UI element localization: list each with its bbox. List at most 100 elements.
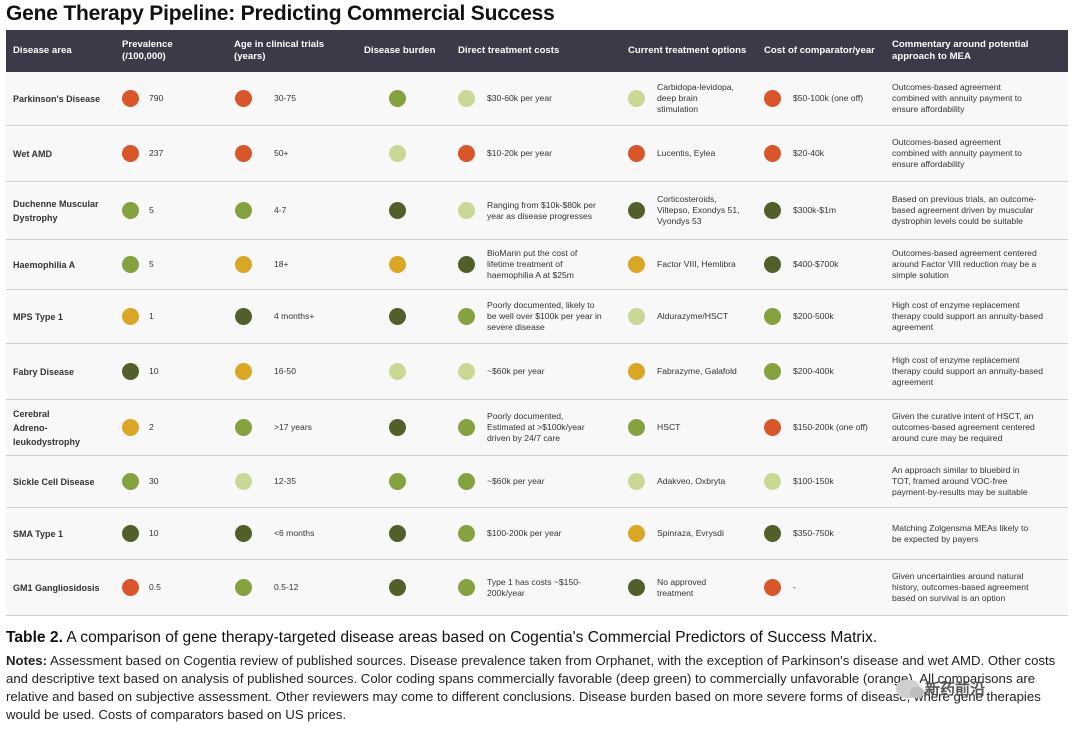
rating-dot-yellow <box>122 419 139 436</box>
rating-dot-dark <box>388 202 406 219</box>
cell-options: HSCT <box>621 400 757 455</box>
cell-comparator: $300k-$1m <box>757 182 885 239</box>
rating-dot-orange <box>458 145 475 162</box>
rating-dot-mid <box>764 308 781 325</box>
prevalence-value: 10 <box>149 366 159 376</box>
cell-comparator: $200-500k <box>757 290 885 343</box>
disease-area-label: Duchenne Muscular Dystrophy <box>13 198 99 223</box>
rating-dot-dark <box>628 579 645 596</box>
age-value: 0.5-12 <box>274 582 299 592</box>
column-header-commentary: Commentary around potential approach to … <box>892 39 1029 62</box>
cell-area: Sickle Cell Disease <box>6 456 115 507</box>
disease-area-label: MPS Type 1 <box>13 311 63 322</box>
commentary-text: Outcomes-based agreement combined with a… <box>892 137 1022 169</box>
cell-direct: Type 1 has costs ~$150- 200k/year <box>451 560 621 615</box>
wechat-icon <box>896 679 924 698</box>
cell-age: 4-7 <box>227 182 357 239</box>
rating-dot-yellow <box>122 308 139 325</box>
cell-direct: $30-60k per year <box>451 72 621 125</box>
cell-comparator: $150-200k (one off) <box>757 400 885 455</box>
rating-dot-mid <box>458 473 475 490</box>
table-row: Wet AMD 237 50+ $10-20k per year Lucentis, E… <box>6 126 1068 182</box>
commentary-text: Based on previous trials, an outcome- ba… <box>892 194 1037 226</box>
rating-dot-mid <box>388 90 406 107</box>
rating-dot-mid <box>458 525 475 542</box>
rating-dot-mid <box>122 473 139 490</box>
rating-dot-light <box>628 473 645 490</box>
commentary-text: Given the curative intent of HSCT, an ou… <box>892 411 1035 443</box>
notes-text: Assessment based on Cogentia review of p… <box>6 653 1056 722</box>
commentary-text: Given uncertainties around natural histo… <box>892 571 1029 603</box>
rating-dot-light <box>628 308 645 325</box>
table-row: Parkinson's Disease 790 30-75 $30-60k per y… <box>6 72 1068 126</box>
rating-dot-dark <box>458 256 475 273</box>
direct-value: Poorly documented, Estimated at >$100k/y… <box>487 411 585 443</box>
cell-age: 50+ <box>227 126 357 181</box>
rating-dot-orange <box>764 90 781 107</box>
comparator-value: $150-200k (one off) <box>793 422 868 432</box>
age-value: 30-75 <box>274 93 296 103</box>
cell-area: Parkinson's Disease <box>6 72 115 125</box>
commentary-text: An approach similar to bluebird in TOT, … <box>892 465 1028 497</box>
cell-age: 16-50 <box>227 344 357 399</box>
column-header-age: Age in clinical trials (years) <box>234 39 325 62</box>
rating-dot-dark <box>388 308 406 325</box>
commentary-text: Matching Zolgensma MEAs likely to be exp… <box>892 522 1029 544</box>
rating-dot-yellow <box>235 363 252 380</box>
cell-prevalence: 5 <box>115 182 227 239</box>
caption-label: Table 2. <box>6 629 63 646</box>
options-value: No approved treatment <box>657 576 707 598</box>
table-body: Parkinson's Disease 790 30-75 $30-60k per y… <box>6 72 1068 616</box>
cell-commentary: High cost of enzyme replacement therapy … <box>885 344 1068 399</box>
cell-options: No approved treatment <box>621 560 757 615</box>
cell-burden <box>357 290 451 343</box>
cell-age: <6 months <box>227 508 357 559</box>
rating-dot-mid <box>458 579 475 596</box>
watermark-text: 新药前沿 <box>925 681 986 698</box>
cell-burden <box>357 560 451 615</box>
cell-comparator: $200-400k <box>757 344 885 399</box>
rating-dot-mid <box>235 202 252 219</box>
rating-dot-dark <box>388 525 406 542</box>
cell-options: Lucentis, Eylea <box>621 126 757 181</box>
cell-direct: $10-20k per year <box>451 126 621 181</box>
table-row: Cerebral Adreno- leukodystrophy 2 >17 year… <box>6 400 1068 456</box>
disease-area-label: Sickle Cell Disease <box>13 476 95 487</box>
cell-burden <box>357 400 451 455</box>
cell-direct: BioMarin put the cost of lifetime treatm… <box>451 240 621 289</box>
rating-dot-orange <box>122 579 139 596</box>
rating-dot-light <box>388 363 406 380</box>
rating-dot-yellow <box>388 256 406 273</box>
cell-options: Fabrazyme, Galafold <box>621 344 757 399</box>
direct-value: BioMarin put the cost of lifetime treatm… <box>487 248 578 280</box>
cell-prevalence: 1 <box>115 290 227 343</box>
rating-dot-light <box>458 202 475 219</box>
cell-comparator: $350-750k <box>757 508 885 559</box>
comparator-value: $300k-$1m <box>793 205 836 215</box>
cell-comparator: $400-$700k <box>757 240 885 289</box>
cell-commentary: Given the curative intent of HSCT, an ou… <box>885 400 1068 455</box>
direct-value: $30-60k per year <box>487 93 552 103</box>
rating-dot-orange <box>628 145 645 162</box>
cell-burden <box>357 344 451 399</box>
commentary-text: High cost of enzyme replacement therapy … <box>892 300 1043 332</box>
rating-dot-dark <box>628 202 645 219</box>
rating-dot-dark <box>764 525 781 542</box>
prevalence-value: 790 <box>149 93 164 103</box>
cell-area: MPS Type 1 <box>6 290 115 343</box>
cell-comparator: $20-40k <box>757 126 885 181</box>
caption-text: A comparison of gene therapy-targeted di… <box>62 629 878 646</box>
cell-commentary: Given uncertainties around natural histo… <box>885 560 1068 615</box>
comparator-value: $50-100k (one off) <box>793 93 864 103</box>
options-value: Fabrazyme, Galafold <box>657 366 737 376</box>
prevalence-value: 0.5 <box>149 582 161 592</box>
column-header-burden: Disease burden <box>364 45 436 56</box>
notes-label: Notes: <box>6 653 48 668</box>
rating-dot-orange <box>122 145 139 162</box>
disease-area-label: Parkinson's Disease <box>13 93 101 104</box>
column-header-area: Disease area <box>13 45 72 56</box>
cell-direct: Ranging from $10k-$80k per year as disea… <box>451 182 621 239</box>
cell-age: 4 months+ <box>227 290 357 343</box>
disease-area-label: GM1 Gangliosidosis <box>13 582 100 593</box>
rating-dot-orange <box>764 145 781 162</box>
